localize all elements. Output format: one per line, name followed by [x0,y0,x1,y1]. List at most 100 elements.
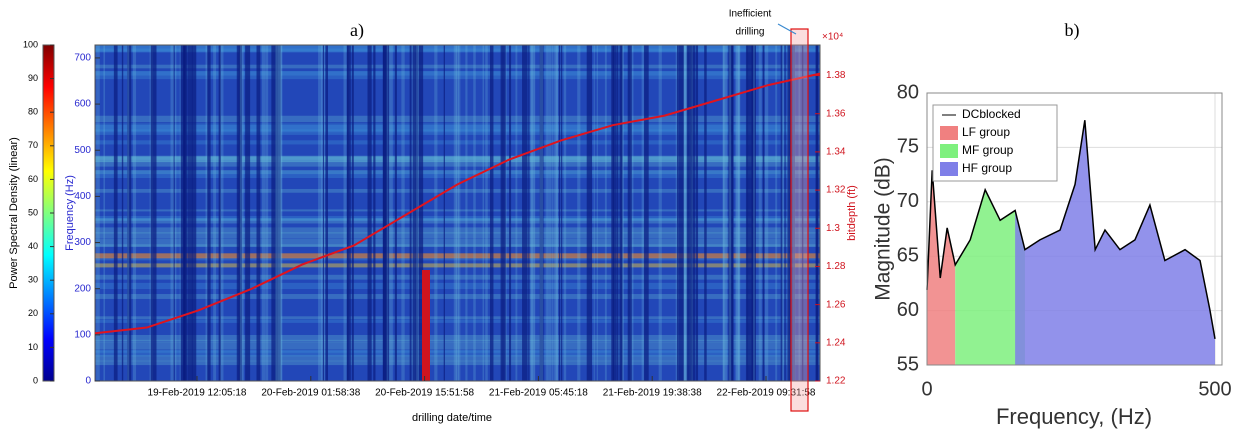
texture-stripe [658,45,662,381]
texture-band [95,155,820,163]
texture-stripe [485,45,488,381]
texture-band [95,355,820,362]
y-tick-label: 70 [897,190,919,212]
texture-band [95,45,820,52]
texture-band [95,209,820,212]
y-tick-label: 600 [74,99,91,110]
texture-band [95,334,820,341]
texture-stripe [556,45,558,381]
texture-stripe [473,45,476,381]
texture-stripe [553,45,558,381]
texture-band [95,140,820,145]
texture-band [95,294,820,299]
texture-band [95,123,820,131]
y2-tick-label: 1.24 [826,337,846,348]
y-tick-label: 400 [74,191,91,202]
y-tick-label: 200 [74,283,91,294]
texture-stripe [127,45,132,381]
texture-band [95,45,820,53]
texture-stripe [753,45,755,381]
texture-stripe [690,45,696,381]
texture-stripe [775,45,778,381]
texture-stripe [596,45,598,381]
texture-stripe [322,45,325,381]
texture-stripe [500,45,504,381]
texture-band [95,232,820,239]
texture-stripe [530,45,534,381]
legend-label: DCblocked [962,107,1021,121]
y2-multiplier: ×10⁴ [822,32,843,43]
texture-stripe [787,45,792,381]
texture-stripe [619,45,622,381]
texture-spike [422,270,430,381]
texture-stripe [482,45,485,381]
legend-label: LF group [962,125,1010,139]
texture-stripe [389,45,393,381]
texture-band [95,170,820,175]
texture-stripe [798,45,801,381]
texture-stripe [127,45,130,381]
y2-tick-label: 1.22 [826,376,846,387]
texture-stripe [205,45,209,381]
texture-band [95,360,820,366]
texture-stripe [641,45,645,381]
area [927,170,956,365]
chart-title: a) [350,20,364,41]
texture-stripe [555,45,559,381]
texture-stripe [784,45,786,381]
texture-band [95,188,820,193]
texture-band [95,71,820,76]
colorbar-tick-label: 0 [33,375,38,385]
x-axis-label: drilling date/time [412,412,492,424]
texture-stripe [179,45,181,381]
texture-band [95,71,820,80]
texture-stripe [465,45,468,381]
y-tick-label: 75 [897,136,919,158]
x-tick-label: 22-Feb-2019 09:31:58 [717,388,816,399]
x-tick-label: 0 [921,378,932,400]
texture-band [95,215,820,221]
colorbar-tick-label: 40 [28,241,38,251]
texture-band [95,316,820,320]
texture-band [95,64,820,69]
texture-stripe [373,45,376,381]
texture-stripe [489,45,494,381]
annotation-arrow [777,23,797,35]
texture-stripe [180,45,185,381]
texture-stripe [103,45,106,381]
texture-stripe [412,45,419,381]
y2-tick-label: 1.26 [826,299,846,310]
texture-band [95,342,820,350]
texture-band [95,274,820,280]
texture-stripe [220,45,224,381]
texture-stripe [239,45,243,381]
colorbar-tick-label: 90 [28,73,38,83]
texture-band [95,319,820,323]
texture-stripe [515,45,518,381]
texture-stripe [547,45,552,381]
texture-stripe [620,45,623,381]
texture-stripe [545,45,548,381]
colorbar-tick-label: 50 [28,207,38,217]
texture-stripe [751,45,756,381]
texture-stripe [558,45,561,381]
texture-stripe [621,45,625,381]
y2-tick-label: 1.32 [826,185,846,196]
texture-stripe [563,45,567,381]
colorbar-tick-label: 70 [28,140,38,150]
texture-stripe [725,45,728,381]
x-tick-label: 20-Feb-2019 15:51:58 [375,388,474,399]
texture-stripe [792,45,796,381]
texture-stripe [418,45,424,381]
texture-stripe [236,45,241,381]
texture-stripe [736,45,741,381]
texture-stripe [278,45,283,381]
texture-stripe [561,45,563,381]
texture-band [95,156,820,162]
texture-stripe [325,45,328,381]
y-tick-label: 700 [74,53,91,64]
texture-band [95,48,820,53]
texture-stripe [738,45,741,381]
texture-stripe [347,45,351,381]
